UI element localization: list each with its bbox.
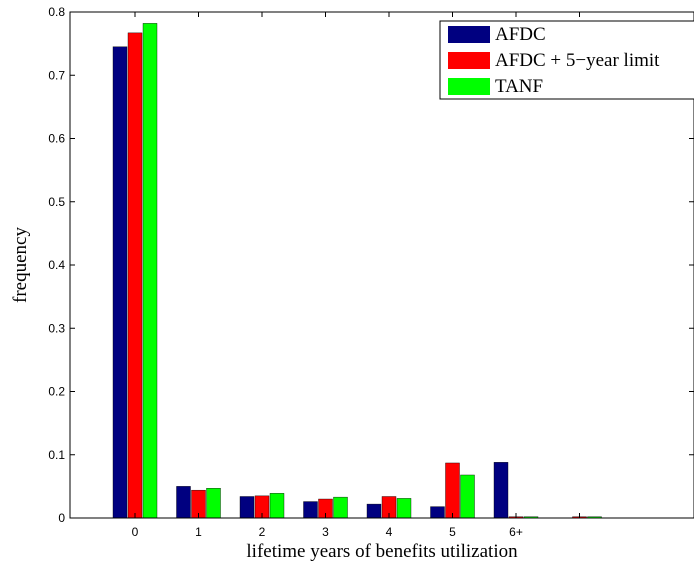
legend-label-tanf: TANF xyxy=(495,76,543,97)
bar-tanf-1 xyxy=(206,488,221,519)
y-tick-label-0-6: 0.6 xyxy=(48,132,65,146)
bar-afdc-6 xyxy=(493,462,509,519)
x-tick-label-6: 6+ xyxy=(509,525,523,539)
bar-afdc-5-year-limit-5 xyxy=(445,462,460,519)
y-tick-label-0: 0 xyxy=(58,511,65,525)
y-tick-label-0-8: 0.8 xyxy=(48,5,65,19)
legend-label-afdc-5-year-limit: AFDC + 5−year limit xyxy=(495,50,660,71)
x-tick-label-5: 5 xyxy=(449,525,456,539)
bar-afdc-5 xyxy=(430,506,445,519)
bar-afdc-1 xyxy=(176,486,191,519)
legend-swatch-tanf xyxy=(448,78,490,95)
y-tick-label-0-3: 0.3 xyxy=(48,321,65,335)
legend-swatch-afdc xyxy=(448,26,490,43)
x-tick-label-4: 4 xyxy=(386,525,393,539)
x-axis-label: lifetime years of benefits utilization xyxy=(246,541,518,562)
legend-swatch-afdc-5-year-limit xyxy=(448,52,490,69)
axes-layer: 0 0.1 0.2 0.3 0.4 0.5 0.6 0.7 0.8 0 1 2 3 4 5 6+ xyxy=(48,5,694,539)
y-tick-label-0-5: 0.5 xyxy=(48,195,65,209)
bar-tanf-3 xyxy=(333,496,348,519)
bar-afdc-4 xyxy=(366,503,382,519)
y-tick-label-0-7: 0.7 xyxy=(48,68,65,82)
bar-tanf-2 xyxy=(269,493,285,519)
x-tick-label-2: 2 xyxy=(259,525,266,539)
bar-tanf-0 xyxy=(142,23,158,519)
x-tick-label-3: 3 xyxy=(322,525,329,539)
x-tick-label-1: 1 xyxy=(195,525,202,539)
bars-layer xyxy=(112,23,602,519)
y-tick-label-0-4: 0.4 xyxy=(48,258,65,272)
x-tick-label-0: 0 xyxy=(132,525,139,539)
bar-afdc-0 xyxy=(112,46,128,519)
bar-afdc-3 xyxy=(303,501,318,519)
legend: AFDC AFDC + 5−year limit TANF xyxy=(439,20,694,100)
bar-afdc-5-year-limit-0 xyxy=(127,32,143,519)
y-tick-label-0-1: 0.1 xyxy=(48,448,65,462)
bar-tanf-4 xyxy=(396,498,412,519)
legend-label-afdc: AFDC xyxy=(495,24,546,45)
bar-afdc-2 xyxy=(239,496,255,519)
y-axis-label: frequency xyxy=(10,227,31,303)
y-tick-label-0-2: 0.2 xyxy=(48,385,65,399)
bar-tanf-5 xyxy=(460,474,475,519)
